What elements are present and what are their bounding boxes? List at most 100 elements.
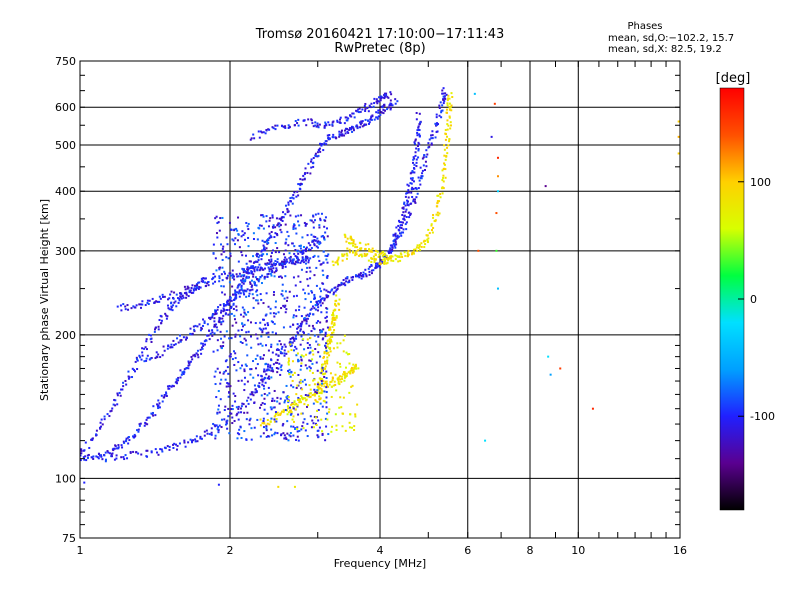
data-point bbox=[310, 158, 313, 161]
data-point bbox=[352, 370, 355, 373]
data-point bbox=[411, 186, 414, 189]
data-point bbox=[308, 315, 311, 318]
data-point bbox=[231, 238, 234, 241]
data-point bbox=[282, 265, 285, 268]
data-point bbox=[276, 343, 279, 346]
data-point bbox=[266, 262, 269, 265]
data-point bbox=[240, 284, 243, 287]
data-point bbox=[237, 361, 240, 364]
data-point bbox=[318, 395, 321, 398]
data-point bbox=[420, 242, 423, 245]
data-point bbox=[389, 108, 392, 111]
data-point bbox=[256, 255, 259, 258]
data-point bbox=[246, 276, 249, 279]
data-point bbox=[297, 373, 300, 376]
data-point bbox=[227, 372, 230, 375]
data-point bbox=[212, 282, 215, 285]
data-point bbox=[313, 334, 316, 337]
data-point bbox=[297, 413, 300, 416]
data-point bbox=[261, 131, 264, 134]
data-point bbox=[274, 260, 277, 263]
data-point bbox=[350, 369, 353, 372]
data-point bbox=[400, 224, 403, 227]
data-point bbox=[377, 111, 380, 114]
data-point bbox=[415, 147, 418, 150]
data-point bbox=[91, 439, 94, 442]
data-point bbox=[303, 221, 306, 224]
data-point bbox=[402, 211, 405, 214]
data-point bbox=[237, 405, 240, 408]
data-point bbox=[261, 249, 264, 252]
data-point bbox=[200, 342, 203, 345]
data-point bbox=[315, 361, 318, 364]
data-point bbox=[317, 149, 320, 152]
data-point bbox=[221, 317, 224, 320]
data-point bbox=[239, 407, 242, 410]
data-point bbox=[334, 373, 337, 376]
data-point bbox=[299, 368, 302, 371]
x-tick-label: 1 bbox=[77, 544, 84, 557]
data-point bbox=[322, 367, 325, 370]
y-tick-label: 75 bbox=[62, 532, 76, 545]
data-point bbox=[305, 270, 308, 273]
data-point bbox=[275, 263, 278, 266]
data-point bbox=[297, 252, 300, 255]
data-point bbox=[326, 362, 329, 365]
data-point bbox=[441, 192, 444, 195]
data-point bbox=[333, 329, 336, 332]
data-point bbox=[292, 225, 295, 228]
data-point bbox=[402, 221, 405, 224]
data-point bbox=[358, 111, 361, 114]
data-point bbox=[99, 421, 102, 424]
data-point bbox=[323, 142, 326, 145]
data-point bbox=[262, 417, 265, 420]
data-point bbox=[198, 281, 201, 284]
data-point bbox=[250, 368, 253, 371]
data-point bbox=[349, 242, 352, 245]
data-point bbox=[435, 123, 438, 126]
data-point bbox=[421, 175, 424, 178]
data-point bbox=[321, 430, 324, 433]
data-point bbox=[292, 323, 295, 326]
data-point bbox=[346, 353, 349, 356]
data-point bbox=[320, 297, 323, 300]
data-point bbox=[83, 458, 86, 461]
data-point bbox=[307, 346, 310, 349]
data-point bbox=[184, 367, 187, 370]
data-point bbox=[144, 304, 147, 307]
data-point bbox=[296, 435, 299, 438]
data-point bbox=[200, 280, 203, 283]
data-point bbox=[292, 226, 295, 229]
data-point bbox=[439, 193, 442, 196]
data-point bbox=[185, 338, 188, 341]
data-point bbox=[235, 321, 238, 324]
data-point bbox=[296, 384, 299, 387]
data-point bbox=[273, 315, 276, 318]
data-point bbox=[301, 398, 304, 401]
data-point bbox=[244, 405, 247, 408]
data-point bbox=[438, 200, 441, 203]
data-point bbox=[341, 377, 344, 380]
data-point bbox=[205, 429, 208, 432]
data-point bbox=[359, 253, 362, 256]
data-point bbox=[339, 396, 342, 399]
data-point bbox=[261, 268, 264, 271]
data-point bbox=[279, 412, 282, 415]
data-point bbox=[382, 253, 385, 256]
data-point bbox=[218, 371, 221, 374]
data-point bbox=[296, 331, 299, 334]
data-point bbox=[308, 365, 311, 368]
data-point bbox=[137, 428, 140, 431]
data-point bbox=[192, 291, 195, 294]
data-point bbox=[287, 203, 290, 206]
data-point bbox=[245, 343, 248, 346]
data-point bbox=[376, 116, 379, 119]
data-point bbox=[267, 386, 270, 389]
data-point bbox=[276, 233, 279, 236]
data-point bbox=[300, 354, 303, 357]
data-point bbox=[445, 108, 448, 111]
data-point bbox=[383, 255, 386, 258]
data-point bbox=[214, 437, 217, 440]
data-point bbox=[206, 282, 209, 285]
data-point bbox=[265, 369, 268, 372]
